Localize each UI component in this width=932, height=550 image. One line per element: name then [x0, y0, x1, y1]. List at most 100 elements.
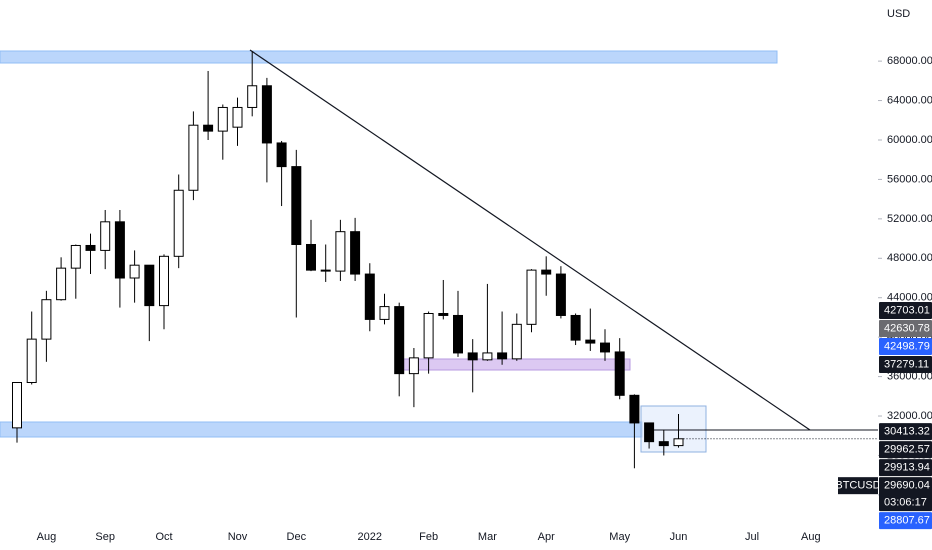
candle-body — [497, 352, 508, 360]
candle-body — [644, 422, 655, 443]
y-tick-label: 60000.00 — [887, 134, 932, 146]
price-tag-label: 42630.78 — [884, 322, 930, 334]
candle-body — [364, 273, 375, 320]
price-tag-label: 30413.32 — [884, 426, 930, 438]
candle-body — [261, 85, 272, 144]
countdown-label: 03:06:17 — [884, 497, 927, 509]
candle-body — [629, 394, 640, 424]
trend-line — [249, 49, 811, 431]
candle-body — [232, 106, 243, 128]
candle-body — [70, 244, 81, 269]
y-tick-label: 36000.00 — [887, 370, 932, 382]
support-zone — [0, 421, 643, 438]
candle-body — [555, 273, 566, 316]
y-tick-label: 44000.00 — [887, 292, 932, 304]
price-tag — [879, 512, 932, 530]
time-axis — [0, 522, 878, 550]
candle-body — [129, 264, 140, 279]
price-tag — [879, 356, 932, 374]
candle-body — [541, 269, 552, 275]
candle-body — [423, 312, 434, 359]
candle-body — [350, 231, 361, 275]
price-tag — [879, 423, 932, 441]
price-tag-label: 28807.67 — [884, 515, 930, 527]
candle-body — [247, 85, 258, 108]
symbol-label: BTCUSD — [835, 480, 880, 492]
candle-body — [320, 269, 331, 272]
candle-body — [114, 221, 125, 279]
price-tag — [879, 338, 932, 356]
y-tick-label: 48000.00 — [887, 252, 932, 264]
candle-body — [614, 351, 625, 396]
y-tick-label: 64000.00 — [887, 94, 932, 106]
candle-body — [12, 382, 22, 429]
price-tag — [879, 302, 932, 320]
candle-body — [159, 255, 169, 307]
candle-body — [570, 314, 581, 341]
x-tick-label: Sep — [95, 531, 115, 543]
candle-body — [217, 106, 228, 132]
x-tick-label: Aug — [37, 531, 57, 543]
x-tick-label: Oct — [155, 531, 172, 543]
candle-body — [85, 244, 96, 251]
price-tag — [879, 320, 932, 338]
x-tick-label: Apr — [538, 531, 555, 543]
candle-body — [438, 312, 449, 316]
candles — [12, 51, 684, 469]
candle-body — [203, 124, 214, 132]
symbol-tag — [838, 477, 878, 495]
y-tick-label: 56000.00 — [887, 173, 932, 185]
candle-body — [526, 269, 537, 325]
candle-body — [585, 339, 596, 344]
price-axis — [878, 0, 932, 550]
price-tag — [879, 441, 932, 459]
x-tick-label: Aug — [801, 531, 821, 543]
candle-body — [41, 299, 52, 340]
x-tick-label: Dec — [287, 531, 307, 543]
candle-body — [394, 306, 405, 375]
resistance-zone — [0, 50, 778, 64]
x-tick-label: 2022 — [358, 531, 382, 543]
candle-body — [408, 357, 419, 375]
axis-unit: USD — [887, 8, 910, 20]
candle-body — [453, 314, 463, 354]
candle-body — [658, 441, 669, 447]
y-tick-label: 68000.00 — [887, 55, 932, 67]
candle-body — [291, 166, 302, 245]
candle-body — [188, 124, 199, 191]
price-tag-label: 29962.57 — [884, 444, 930, 456]
demand-zone — [399, 358, 631, 371]
x-tick-label: Nov — [228, 531, 248, 543]
x-tick-label: Jul — [745, 531, 759, 543]
candle-body — [100, 221, 111, 251]
candle-body — [482, 352, 493, 361]
candle-body — [600, 342, 610, 353]
price-tag-label: 42498.79 — [884, 340, 930, 352]
y-tick-label: 52000.00 — [887, 213, 932, 225]
candle-body — [26, 338, 37, 384]
price-tag-label: 37279.11 — [884, 358, 929, 370]
price-tag — [879, 459, 932, 477]
x-tick-label: May — [609, 531, 630, 543]
candle-body — [173, 189, 184, 257]
price-tag-label: 29690.04 — [884, 480, 930, 492]
candle-body — [379, 306, 390, 320]
price-tag — [879, 477, 932, 512]
candle-body — [306, 243, 316, 271]
candle-body — [467, 352, 478, 361]
candle-body — [276, 142, 287, 168]
x-tick-label: Mar — [478, 531, 497, 543]
candle-body — [335, 231, 346, 272]
candle-body — [56, 267, 67, 301]
price-tag-label: 29913.94 — [884, 462, 930, 474]
candle-body — [144, 264, 155, 307]
price-tag-label: 42703.01 — [884, 304, 930, 316]
x-tick-label: Jun — [670, 531, 688, 543]
candle-body — [673, 438, 684, 447]
plot-area — [0, 49, 878, 453]
candle-body — [511, 323, 522, 360]
x-tick-label: Feb — [419, 531, 438, 543]
y-tick-label: 32000.00 — [887, 410, 932, 422]
